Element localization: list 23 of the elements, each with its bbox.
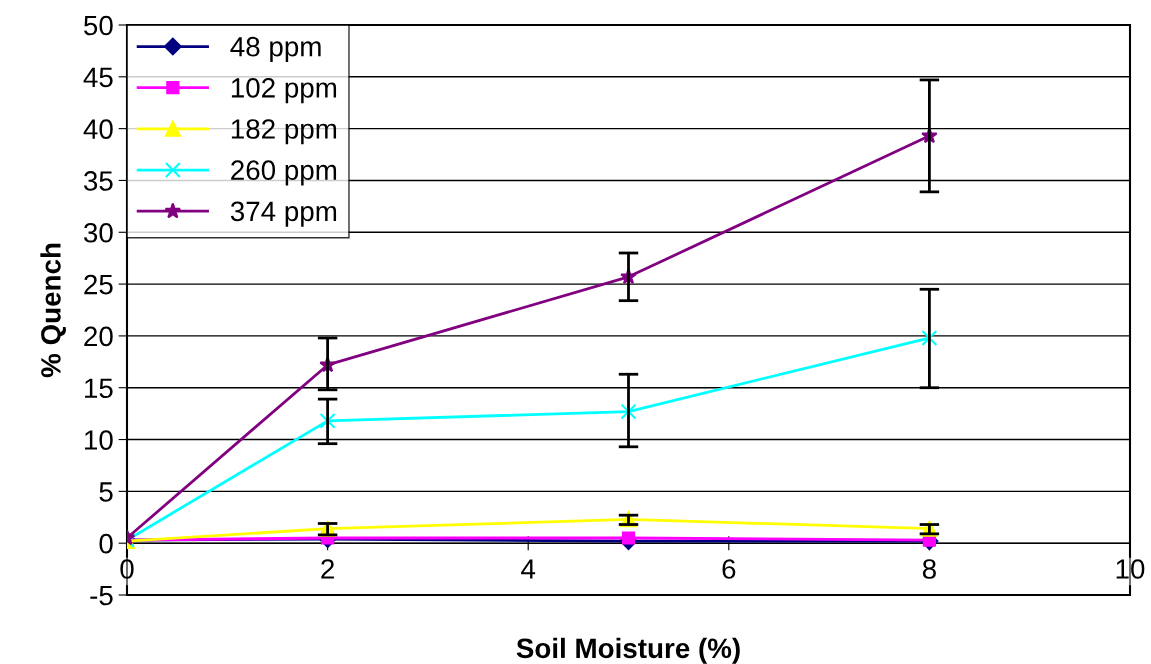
y-axis-title: % Quench (40, 243, 66, 378)
y-tick-label: 15 (85, 378, 113, 399)
legend-label: 48 ppm (230, 36, 321, 63)
y-tick-label: 45 (83, 67, 113, 88)
legend-label: 374 ppm (230, 201, 337, 227)
x-tick-label: 8 (922, 559, 936, 579)
x-tick-label: 4 (521, 559, 536, 579)
x-tick-label: 2 (321, 559, 334, 579)
y-tick-label: 10 (85, 430, 113, 450)
y-tick-label: 50 (84, 15, 113, 36)
y-tick-label: 30 (83, 222, 113, 243)
y-tick-label: 0 (99, 533, 113, 554)
x-axis-title: Soil Moisture (%) (516, 637, 740, 664)
y-tick-label: 40 (83, 119, 113, 139)
y-tick-label: 20 (84, 326, 113, 347)
y-tick-label: 25 (84, 274, 113, 295)
legend-label: 260 ppm (231, 160, 337, 186)
y-tick-label: -5 (90, 585, 113, 606)
y-tick-label: 35 (83, 171, 113, 191)
legend-label: 102 ppm (231, 78, 337, 104)
legend-label: 182 ppm (231, 119, 337, 145)
y-tick-label: 5 (99, 482, 113, 502)
x-tick-label: 6 (722, 559, 736, 579)
